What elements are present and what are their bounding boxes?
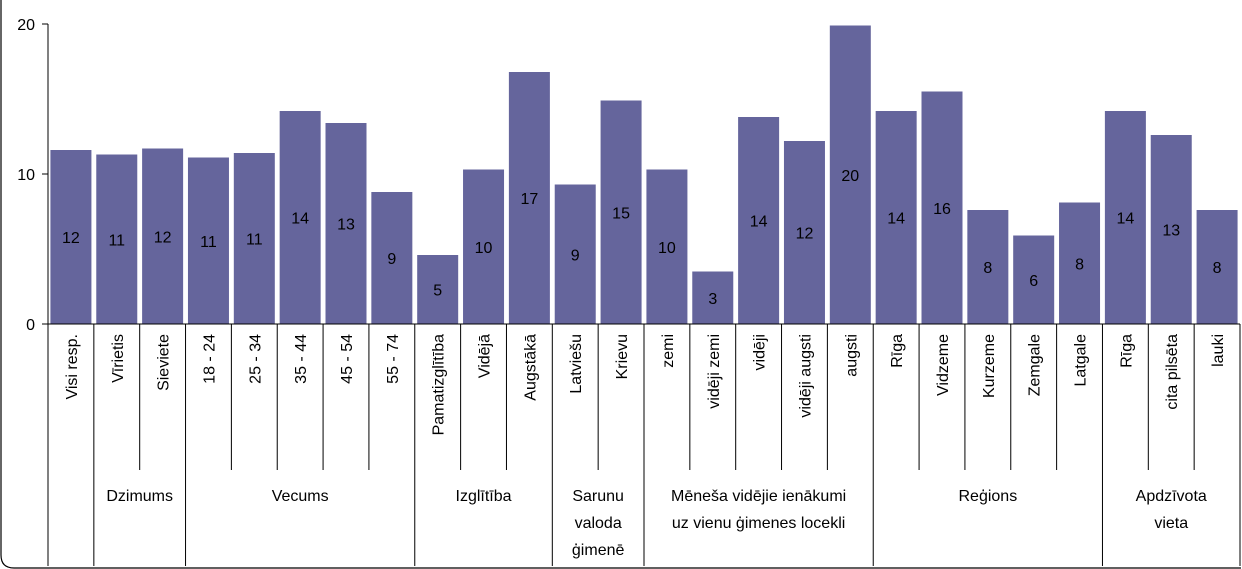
- category-label: Krievu: [614, 334, 631, 379]
- category-label: vidēji augsti: [797, 334, 814, 418]
- y-tick-label: 20: [17, 17, 35, 34]
- bar: [600, 100, 642, 324]
- category-label: cita pilsēta: [1164, 334, 1181, 410]
- bar: [417, 255, 459, 324]
- group-label: Dzimums: [106, 488, 173, 505]
- bar: [646, 169, 688, 324]
- bar-value-label: 13: [337, 217, 355, 234]
- category-label: 18 - 24: [201, 334, 218, 384]
- category-label: 45 - 54: [339, 334, 356, 384]
- bar-value-label: 17: [520, 191, 538, 208]
- bar: [371, 192, 413, 324]
- bar: [187, 157, 229, 324]
- group-labels: Dzimums Vecums Izglītība Sarunu valoda ģimenē…: [106, 487, 1207, 559]
- bar: [142, 148, 184, 324]
- category-label: augsti: [843, 334, 860, 377]
- bar-value-label: 13: [1162, 223, 1180, 240]
- y-tick-label: 0: [26, 317, 35, 334]
- bar: [1059, 202, 1101, 324]
- bar-value-label: 10: [658, 240, 676, 257]
- bar-value-label: 14: [750, 214, 768, 231]
- category-label: Pamatizglītība: [431, 334, 448, 435]
- category-label: Latviešu: [568, 334, 585, 394]
- category-label: Augstākā: [522, 334, 539, 401]
- x-axis: Visi resp. Vīrietis Sieviete 18 - 24 25 - 34…: [42, 323, 1241, 566]
- bar-value-label: 11: [246, 232, 263, 249]
- group-label: Apdzīvota vieta: [1136, 488, 1207, 532]
- category-label: lauki: [1210, 334, 1227, 367]
- bar: [50, 150, 92, 324]
- bar-value-label: 14: [291, 211, 309, 228]
- category-label: Vīrietis: [110, 334, 127, 383]
- bar-value-label: 14: [1116, 211, 1134, 228]
- category-label: 25 - 34: [247, 334, 264, 384]
- category-label: 35 - 44: [293, 334, 310, 384]
- bar: [1104, 111, 1146, 324]
- bar-value-label: 3: [708, 291, 717, 308]
- group-label: Reģions: [958, 487, 1017, 505]
- bar-value-label: 9: [387, 251, 396, 268]
- bar: [463, 169, 505, 324]
- bar: [967, 210, 1009, 324]
- bar-value-label: 10: [475, 240, 493, 257]
- bar: [1150, 135, 1192, 324]
- category-label: Rīga: [889, 334, 906, 368]
- bar: [554, 184, 596, 324]
- bar: [279, 111, 321, 324]
- bar-value-label: 15: [612, 205, 630, 222]
- bar: [96, 154, 138, 324]
- bar-value-label: 9: [571, 247, 580, 264]
- category-label: Kurzeme: [981, 334, 998, 398]
- category-label: vidēji: [752, 334, 769, 370]
- bar-value-label: 12: [154, 229, 172, 246]
- bar: [783, 141, 825, 324]
- bar-value-label: 16: [933, 201, 951, 218]
- bar-value-label: 8: [1213, 260, 1222, 277]
- bar-value-label: 20: [841, 168, 859, 185]
- bar: [233, 153, 275, 324]
- category-label: Sieviete: [156, 334, 173, 391]
- group-label: Mēneša vidējie ienākumi uz vienu ģimenes …: [671, 488, 846, 532]
- y-axis: 0 10 20: [17, 17, 49, 334]
- bar-value-label: 8: [983, 260, 992, 277]
- bar-value-label: 5: [433, 283, 442, 300]
- bar: [325, 123, 367, 324]
- data-labels: 12 11 12 11 11 14 13 9 5 10 17 9 15 10 3 14 12 20 14 16 8 6 8 1…: [62, 168, 1222, 308]
- group-label: Sarunu valoda ģimenē: [572, 488, 625, 559]
- category-label: Latgale: [1073, 334, 1090, 387]
- group-label: Izglītība: [456, 488, 512, 505]
- bar: [1196, 210, 1238, 324]
- bar-value-label: 12: [62, 230, 80, 247]
- bar: [738, 117, 780, 324]
- y-tick-label: 10: [17, 167, 35, 184]
- bar: [875, 111, 917, 324]
- category-label: Visi resp.: [64, 334, 81, 400]
- bar-value-label: 11: [108, 232, 125, 249]
- bar: [1013, 235, 1055, 324]
- bars: [50, 25, 1238, 324]
- bar: [508, 72, 550, 324]
- group-label: Vecums: [272, 488, 329, 505]
- category-label: Vidējā: [477, 334, 494, 378]
- bar-value-label: 12: [796, 226, 814, 243]
- category-label: Vidzeme: [935, 334, 952, 396]
- bar: [829, 25, 871, 324]
- category-label: Rīga: [1118, 334, 1135, 368]
- bar: [692, 271, 734, 324]
- category-label: 55 - 74: [385, 334, 402, 384]
- category-label: Zemgale: [1027, 334, 1044, 396]
- bar-value-label: 14: [887, 211, 905, 228]
- category-label: vidēji zemi: [706, 334, 723, 409]
- bar: [921, 91, 963, 324]
- category-label: zemi: [660, 334, 677, 368]
- bar-value-label: 8: [1075, 256, 1084, 273]
- bar-value-label: 6: [1029, 273, 1038, 290]
- bar-value-label: 11: [200, 234, 217, 251]
